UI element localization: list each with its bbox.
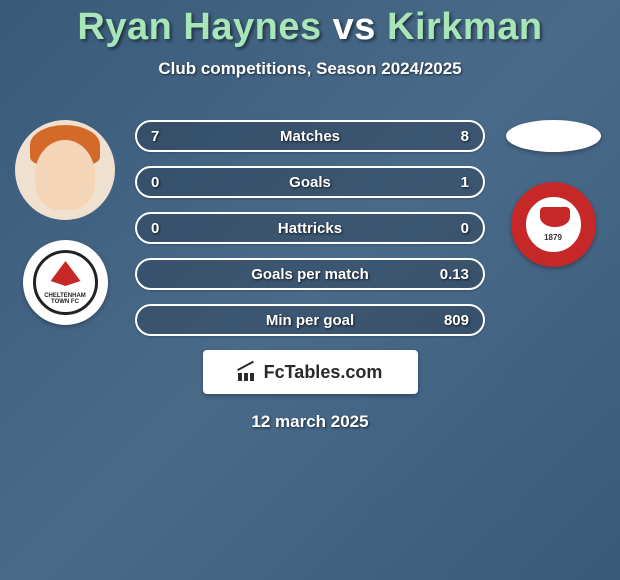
title-vs: vs xyxy=(333,6,376,48)
stat-left-value: 7 xyxy=(137,128,187,145)
cheltenham-badge-icon: CHELTENHAM TOWN FC xyxy=(33,250,98,315)
stat-row-min-per-goal: Min per goal 809 xyxy=(135,304,485,336)
stat-left-value: 0 xyxy=(137,174,187,191)
date-label: 12 march 2025 xyxy=(135,412,485,432)
stats-block: 7 Matches 8 0 Goals 1 0 Hattricks 0 Goal… xyxy=(135,120,485,432)
player2-avatar-placeholder xyxy=(506,120,601,152)
stat-right-value: 0.13 xyxy=(433,266,483,283)
brand-text: FcTables.com xyxy=(264,362,383,383)
stat-row-goals-per-match: Goals per match 0.13 xyxy=(135,258,485,290)
player1-name: Ryan Haynes xyxy=(77,6,321,48)
stat-row-goals: 0 Goals 1 xyxy=(135,166,485,198)
avatar-face xyxy=(35,140,95,210)
player2-name: Kirkman xyxy=(387,6,543,48)
right-column xyxy=(498,120,608,267)
stat-right-value: 0 xyxy=(433,220,483,237)
stat-label: Hattricks xyxy=(187,220,433,237)
player1-avatar xyxy=(15,120,115,220)
stat-row-hattricks: 0 Hattricks 0 xyxy=(135,212,485,244)
stat-label: Goals per match xyxy=(187,266,433,283)
player2-club-badge xyxy=(511,182,596,267)
stat-left-value: 0 xyxy=(137,220,187,237)
player1-club-badge: CHELTENHAM TOWN FC xyxy=(23,240,108,325)
stat-label: Goals xyxy=(187,174,433,191)
stat-right-value: 1 xyxy=(433,174,483,191)
stat-right-value: 809 xyxy=(433,312,483,329)
stat-label: Matches xyxy=(187,128,433,145)
chart-icon xyxy=(238,363,258,381)
subtitle: Club competitions, Season 2024/2025 xyxy=(0,59,620,79)
stat-row-matches: 7 Matches 8 xyxy=(135,120,485,152)
page-title: Ryan Haynes vs Kirkman xyxy=(0,0,620,49)
swindon-badge-icon xyxy=(526,197,581,252)
brand-box[interactable]: FcTables.com xyxy=(203,350,418,394)
stat-right-value: 8 xyxy=(433,128,483,145)
comparison-card: Ryan Haynes vs Kirkman Club competitions… xyxy=(0,0,620,580)
left-column: CHELTENHAM TOWN FC xyxy=(10,120,120,325)
stat-label: Min per goal xyxy=(187,312,433,329)
cheltenham-badge-text: CHELTENHAM TOWN FC xyxy=(36,293,95,306)
